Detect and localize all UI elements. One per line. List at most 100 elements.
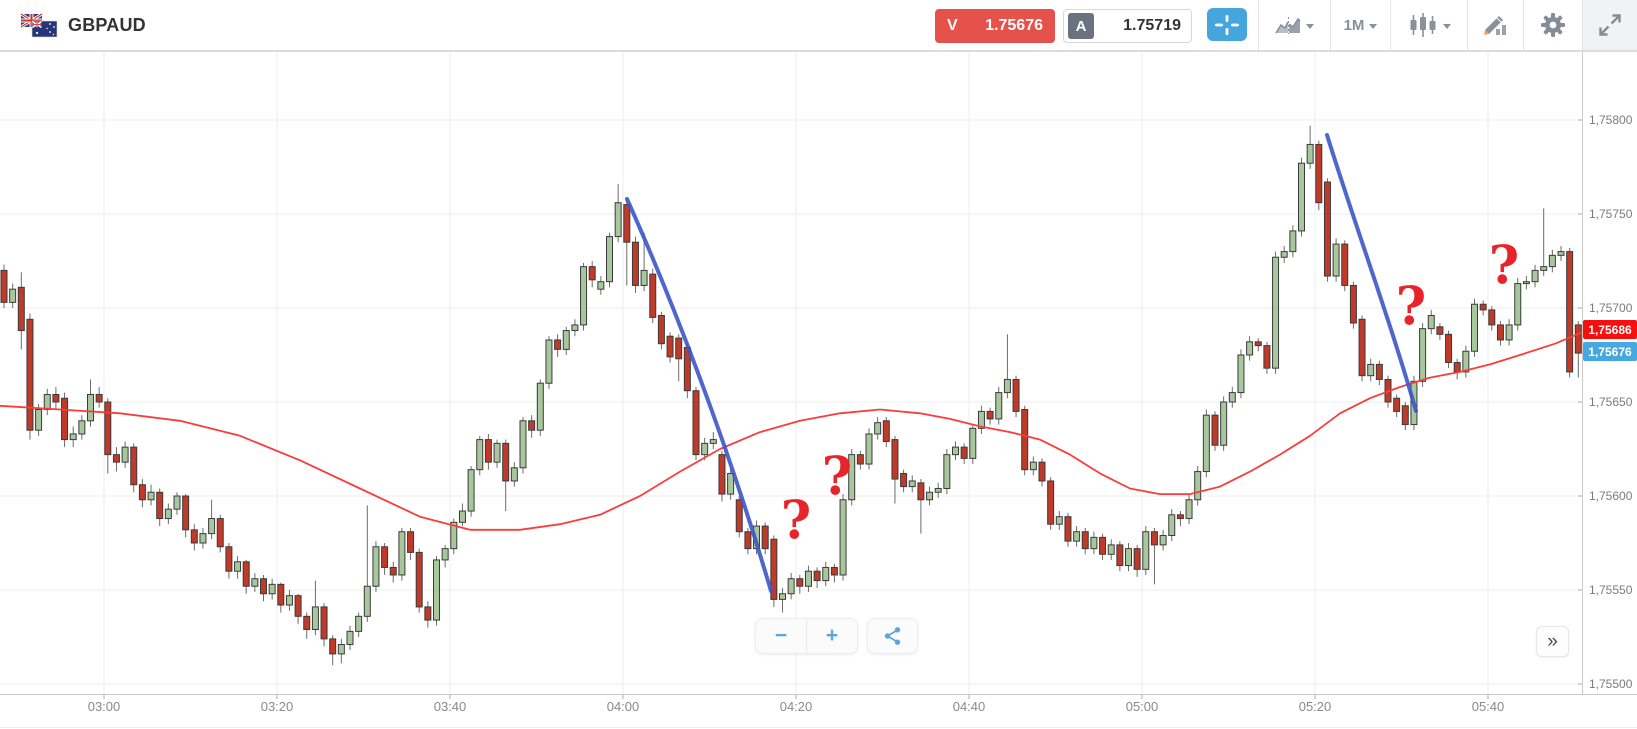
candle-body-up xyxy=(908,480,916,488)
candle-body-up xyxy=(1159,534,1167,546)
x-axis-label: 05:40 xyxy=(1471,699,1505,714)
candle-body-up xyxy=(977,410,985,429)
candle-body-down xyxy=(1496,324,1504,341)
share-icon xyxy=(884,627,900,645)
candle-body-up xyxy=(597,281,605,290)
question-mark-annotation[interactable]: ? xyxy=(781,491,811,552)
trend-curve-2[interactable] xyxy=(1325,133,1418,413)
candle-body-down xyxy=(666,335,674,358)
candle-body-up xyxy=(779,593,786,600)
candle-body-down xyxy=(1479,303,1487,311)
ma-price-tag: 1,75686 xyxy=(1583,320,1637,339)
candle-style-dropdown[interactable] xyxy=(1390,0,1467,50)
candle-body-down xyxy=(1358,318,1366,377)
candle-body-down xyxy=(718,454,726,495)
candle-body-down xyxy=(104,401,112,456)
candle-body-down xyxy=(1211,414,1219,446)
settings-button[interactable] xyxy=(1523,0,1582,50)
buy-label: A xyxy=(1068,13,1094,39)
candle-body-up xyxy=(943,454,951,489)
candle-body-up xyxy=(78,420,86,435)
y-axis-label: 1,75700 xyxy=(1589,301,1633,315)
candle-body-up xyxy=(1557,251,1565,256)
candle-body-down xyxy=(631,241,639,286)
candle-body-down xyxy=(216,518,224,548)
candle-body-down xyxy=(389,566,397,576)
timeframe-label: 1M xyxy=(1343,16,1365,34)
candle-body-up xyxy=(372,546,380,587)
y-axis-label: 1,75800 xyxy=(1589,113,1633,127)
zoom-in-button[interactable]: + xyxy=(807,619,857,653)
candle-body-down xyxy=(1081,531,1089,550)
drawing-tools-button[interactable] xyxy=(1467,0,1523,50)
zoom-out-button[interactable]: − xyxy=(756,619,807,653)
candle-body-down xyxy=(588,266,596,281)
sell-button[interactable]: V 1.75676 xyxy=(935,9,1055,43)
candle-body-up xyxy=(709,439,717,444)
candle-body-down xyxy=(761,525,769,550)
candle-body-up xyxy=(363,585,371,617)
candle-body-up xyxy=(337,644,345,655)
pencil-chart-icon xyxy=(1483,16,1506,35)
candle-body-down xyxy=(1401,405,1409,426)
candle-body-up xyxy=(787,578,795,595)
candle-body-down xyxy=(381,546,389,568)
candle-body-down xyxy=(1574,324,1582,354)
candle-body-up xyxy=(1194,471,1202,501)
x-axis-label: 03:00 xyxy=(87,699,121,714)
question-mark-annotation[interactable]: ? xyxy=(1396,277,1426,338)
candle-body-up xyxy=(562,330,570,350)
fullscreen-button[interactable] xyxy=(1582,0,1637,50)
timeframe-dropdown[interactable]: 1M xyxy=(1330,0,1390,50)
candle-body-up xyxy=(545,339,553,384)
buy-button[interactable]: A 1.75719 xyxy=(1063,9,1192,43)
candle-body-up xyxy=(519,420,527,469)
candle-body-up xyxy=(580,266,588,326)
candle-body-up xyxy=(251,578,259,587)
candle-body-down xyxy=(917,482,925,501)
x-axis-label: 04:40 xyxy=(952,699,986,714)
crosshair-tool-button[interactable] xyxy=(1207,8,1247,41)
minus-icon: − xyxy=(774,624,788,647)
candle-body-up xyxy=(952,446,959,456)
chevron-down-icon xyxy=(1306,23,1314,29)
scroll-to-latest-button[interactable]: » xyxy=(1536,626,1569,657)
x-axis-label: 04:20 xyxy=(779,699,813,714)
candle-body-up xyxy=(1332,243,1340,277)
candle-body-down xyxy=(424,606,432,621)
chart-type-dropdown[interactable] xyxy=(1258,0,1330,50)
candle-body-up xyxy=(614,202,622,238)
candle-body-down xyxy=(277,583,285,606)
candle-body-down xyxy=(1393,397,1401,412)
candle-body-down xyxy=(960,446,968,459)
candle-body-up xyxy=(822,566,830,582)
candle-body-down xyxy=(900,472,908,488)
candle-body-down xyxy=(1254,341,1262,347)
candle-body-down xyxy=(61,397,69,441)
candle-body-up xyxy=(285,595,293,606)
candle-body-down xyxy=(770,538,778,600)
question-mark-annotation[interactable]: ? xyxy=(822,447,852,508)
candle-body-up xyxy=(467,469,475,512)
candle-body-down xyxy=(407,531,415,553)
share-button[interactable] xyxy=(867,618,918,654)
candlestick-chart[interactable]: ???? xyxy=(0,52,1582,704)
buy-price: 1.75719 xyxy=(1123,17,1181,34)
candle-body-up xyxy=(1029,461,1037,471)
candle-body-down xyxy=(1445,333,1453,364)
candle-body-down xyxy=(1047,480,1055,525)
candle-body-up xyxy=(926,491,934,501)
question-mark-annotation[interactable]: ? xyxy=(1489,236,1519,297)
candle-body-down xyxy=(675,337,683,360)
x-axis-label: 05:00 xyxy=(1125,699,1159,714)
candle-body-up xyxy=(1237,354,1245,394)
footer-divider xyxy=(0,727,1637,728)
candle-body-up xyxy=(1427,315,1435,330)
candle-body-down xyxy=(320,606,328,640)
candle-body-down xyxy=(329,638,337,655)
candle-body-down xyxy=(1566,251,1574,373)
candle-body-up xyxy=(69,433,77,441)
trend-curve-1[interactable] xyxy=(625,197,773,593)
candle-body-up xyxy=(476,439,484,471)
candle-body-up xyxy=(35,409,43,431)
